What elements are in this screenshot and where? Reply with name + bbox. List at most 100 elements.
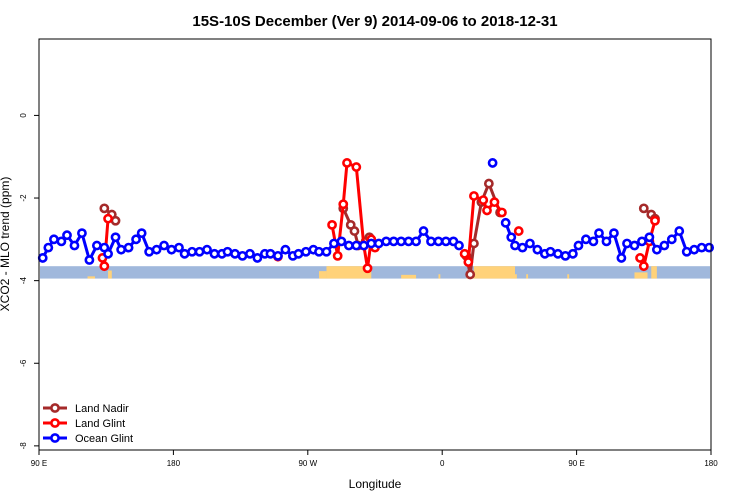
data-point	[301, 246, 311, 257]
y-axis-label: XCO2 - MLO trend (ppm)	[0, 177, 12, 312]
land-band-segment	[515, 274, 517, 279]
land-band-segment	[326, 266, 372, 279]
data-point	[349, 226, 360, 236]
chart-title: 15S-10S December (Ver 9) 2014-09-06 to 2…	[192, 13, 557, 30]
data-point	[273, 250, 283, 261]
data-point	[342, 158, 352, 168]
data-point	[463, 257, 474, 267]
data-point	[338, 199, 349, 210]
data-point	[517, 242, 528, 253]
legend: Land Nadir Land Glint Ocean Glint	[43, 403, 133, 445]
x-tick-label: 180	[704, 459, 718, 468]
data-point	[99, 203, 110, 214]
data-point	[482, 205, 492, 216]
data-point	[351, 240, 362, 251]
data-point	[116, 244, 127, 255]
data-point	[489, 197, 500, 208]
x-tick-label: 180	[167, 459, 181, 468]
data-point	[103, 213, 113, 224]
data-point	[202, 244, 212, 255]
legend-item: Land Glint	[43, 418, 125, 430]
data-point	[553, 248, 563, 259]
data-point	[166, 244, 177, 255]
data-point	[403, 236, 414, 247]
data-point	[644, 232, 655, 243]
data-point	[525, 238, 535, 249]
x-tick-label: 90 W	[298, 459, 317, 468]
data-point	[426, 236, 436, 247]
data-point	[336, 236, 347, 247]
data-point	[209, 248, 220, 259]
data-point	[321, 246, 332, 257]
data-point	[454, 240, 464, 251]
data-point	[373, 238, 384, 249]
data-point	[49, 234, 59, 245]
y-tick-label: -6	[19, 359, 28, 367]
data-point	[666, 234, 677, 245]
data-point	[37, 253, 48, 263]
data-point	[69, 240, 80, 251]
data-point	[411, 236, 421, 247]
data-point	[510, 240, 520, 251]
data-point	[638, 261, 649, 272]
land-band-segment	[473, 266, 515, 279]
data-point	[500, 217, 511, 228]
data-point	[56, 236, 67, 247]
data-point	[532, 244, 543, 255]
data-point	[179, 248, 190, 259]
series-ocean-glint	[37, 158, 715, 265]
data-point	[560, 250, 571, 261]
data-point	[594, 228, 604, 239]
data-point	[441, 236, 451, 247]
data-point	[513, 226, 524, 236]
data-point	[469, 191, 479, 201]
land-band-segment	[651, 266, 657, 279]
data-point	[704, 242, 715, 253]
legend-item: Ocean Glint	[43, 433, 133, 445]
data-point	[332, 250, 343, 261]
data-point	[293, 248, 304, 259]
land-band-segment	[634, 272, 648, 279]
data-point	[689, 244, 700, 255]
land-band-segment	[438, 274, 441, 279]
legend-label: Land Nadir	[75, 403, 129, 415]
series-land-nadir	[99, 178, 660, 280]
y-tick-label: -8	[19, 442, 28, 450]
data-point	[635, 253, 645, 263]
data-point	[245, 248, 255, 259]
data-point	[601, 236, 612, 247]
data-point	[362, 263, 373, 274]
data-point	[222, 246, 233, 257]
x-axis: 90 E 180 90 W 0 90 E 180	[31, 450, 718, 468]
data-point	[237, 250, 248, 261]
data-point	[545, 246, 556, 257]
y-axis: 0 -2 -4 -6 -8	[19, 113, 39, 450]
data-point	[659, 240, 670, 251]
data-point	[622, 238, 632, 249]
data-point	[159, 240, 169, 251]
data-point	[280, 244, 291, 255]
data-point	[43, 242, 54, 253]
legend-marker	[50, 403, 60, 413]
legend-marker	[50, 418, 60, 428]
data-point	[478, 195, 489, 205]
x-tick-label: 90 E	[568, 459, 584, 468]
data-point	[681, 246, 692, 257]
data-point	[465, 269, 476, 280]
data-point	[77, 228, 87, 239]
x-axis-label: Longitude	[349, 477, 402, 491]
data-point	[609, 228, 619, 239]
data-point	[123, 242, 134, 253]
data-point	[265, 248, 276, 259]
data-point	[581, 234, 591, 245]
data-point	[194, 246, 205, 257]
data-point	[483, 178, 494, 189]
data-point	[381, 236, 392, 247]
data-point	[616, 253, 627, 263]
y-tick-label: -2	[19, 194, 28, 202]
data-point	[187, 246, 197, 257]
data-point	[174, 242, 184, 253]
data-point	[674, 226, 685, 236]
plot-frame	[38, 38, 712, 451]
data-point	[252, 253, 263, 263]
